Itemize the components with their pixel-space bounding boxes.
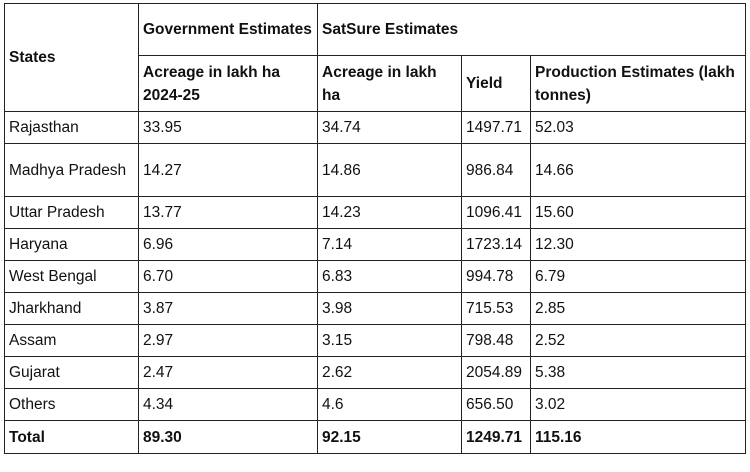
sat-acreage-cell: 14.23 (317, 196, 462, 229)
gov-acreage-cell: 33.95 (138, 111, 318, 144)
table-row: Rajasthan 33.95 34.74 1497.71 52.03 (4, 111, 746, 144)
gov-acreage-cell: 3.87 (138, 292, 318, 325)
total-production-cell: 115.16 (530, 420, 746, 454)
total-sat-acreage-cell: 92.15 (317, 420, 462, 454)
government-estimates-header: Government Estimates (138, 3, 318, 56)
state-cell: Madhya Pradesh (4, 143, 139, 197)
gov-acreage-cell: 2.97 (138, 324, 318, 357)
table-row: Haryana 6.96 7.14 1723.14 12.30 (4, 228, 746, 261)
sat-acreage-cell: 2.62 (317, 356, 462, 389)
yield-cell: 986.84 (461, 143, 531, 197)
table-row: Others 4.34 4.6 656.50 3.02 (4, 388, 746, 421)
production-cell: 5.38 (530, 356, 746, 389)
gov-acreage-header: Acreage in lakh ha 2024-25 (138, 55, 318, 112)
total-row: Total 89.30 92.15 1249.71 115.16 (4, 420, 746, 454)
production-cell: 15.60 (530, 196, 746, 229)
production-cell: 3.02 (530, 388, 746, 421)
yield-header: Yield (461, 55, 531, 112)
sat-acreage-cell: 14.86 (317, 143, 462, 197)
yield-cell: 1497.71 (461, 111, 531, 144)
gov-acreage-cell: 13.77 (138, 196, 318, 229)
sat-acreage-cell: 3.98 (317, 292, 462, 325)
satsure-estimates-header: SatSure Estimates (317, 3, 746, 56)
state-cell: Assam (4, 324, 139, 357)
sat-acreage-cell: 3.15 (317, 324, 462, 357)
table-row: Gujarat 2.47 2.62 2054.89 5.38 (4, 356, 746, 389)
sat-acreage-cell: 34.74 (317, 111, 462, 144)
states-header: States (4, 3, 139, 112)
total-gov-acreage-cell: 89.30 (138, 420, 318, 454)
total-yield-cell: 1249.71 (461, 420, 531, 454)
gov-acreage-cell: 6.70 (138, 260, 318, 293)
yield-cell: 656.50 (461, 388, 531, 421)
gov-acreage-cell: 2.47 (138, 356, 318, 389)
yield-cell: 1096.41 (461, 196, 531, 229)
state-cell: Jharkhand (4, 292, 139, 325)
production-cell: 14.66 (530, 143, 746, 197)
header-row-2: Acreage in lakh ha 2024-25 Acreage in la… (5, 55, 746, 112)
header-row-1: States Government Estimates SatSure Esti… (4, 3, 746, 112)
table-row: Madhya Pradesh 14.27 14.86 986.84 14.66 (4, 143, 746, 197)
production-cell: 6.79 (530, 260, 746, 293)
yield-cell: 1723.14 (461, 228, 531, 261)
production-cell: 2.85 (530, 292, 746, 325)
table-row: Uttar Pradesh 13.77 14.23 1096.41 15.60 (4, 196, 746, 229)
sat-acreage-cell: 7.14 (317, 228, 462, 261)
table-row: Assam 2.97 3.15 798.48 2.52 (4, 324, 746, 357)
yield-cell: 715.53 (461, 292, 531, 325)
production-cell: 12.30 (530, 228, 746, 261)
state-cell: Others (4, 388, 139, 421)
sat-acreage-cell: 6.83 (317, 260, 462, 293)
sat-acreage-cell: 4.6 (317, 388, 462, 421)
yield-cell: 798.48 (461, 324, 531, 357)
production-cell: 2.52 (530, 324, 746, 357)
total-label-cell: Total (4, 420, 139, 454)
table-row: West Bengal 6.70 6.83 994.78 6.79 (4, 260, 746, 293)
state-cell: Uttar Pradesh (4, 196, 139, 229)
state-cell: Haryana (4, 228, 139, 261)
table-row: Jharkhand 3.87 3.98 715.53 2.85 (4, 292, 746, 325)
state-cell: Gujarat (4, 356, 139, 389)
state-cell: West Bengal (4, 260, 139, 293)
yield-cell: 994.78 (461, 260, 531, 293)
production-header: Production Estimates (lakh tonnes) (530, 55, 746, 112)
gov-acreage-cell: 6.96 (138, 228, 318, 261)
gov-acreage-cell: 4.34 (138, 388, 318, 421)
production-cell: 52.03 (530, 111, 746, 144)
gov-acreage-cell: 14.27 (138, 143, 318, 197)
sat-acreage-header: Acreage in lakh ha (317, 55, 462, 112)
state-cell: Rajasthan (4, 111, 139, 144)
crop-estimates-table: States Government Estimates SatSure Esti… (4, 3, 746, 454)
yield-cell: 2054.89 (461, 356, 531, 389)
